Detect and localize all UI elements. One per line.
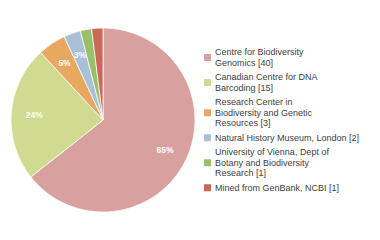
legend-swatch bbox=[204, 79, 211, 86]
pie-labels: 65% 24% 5%3% bbox=[26, 50, 174, 155]
pie-slice bbox=[80, 29, 103, 120]
legend-line: Canadian Centre for DNA bbox=[215, 72, 318, 82]
legend-entry: Natural History Museum, London [2] bbox=[215, 133, 359, 143]
legend-swatch bbox=[204, 134, 211, 141]
chart: 65% 24% 5%3% Centre for BiodiversityGenomic… bbox=[0, 0, 380, 240]
legend-line: University of Vienna, Dept of bbox=[215, 147, 329, 157]
legend-swatch bbox=[204, 184, 211, 191]
legend-entry: Centre for BiodiversityGenomics [40] bbox=[215, 47, 304, 68]
legend-line: Botany and Biodiversity bbox=[215, 158, 310, 168]
legend-line: Natural History Museum, London [2] bbox=[215, 133, 359, 143]
legend-line: Mined from GenBank, NCBI [1] bbox=[215, 183, 339, 193]
legend-entry: Mined from GenBank, NCBI [1] bbox=[215, 183, 339, 193]
legend-line: Genomics [40] bbox=[215, 58, 273, 68]
legend-line: Centre for Biodiversity bbox=[215, 47, 304, 57]
data-label: 24% bbox=[26, 110, 43, 120]
data-label: 5% bbox=[58, 58, 71, 68]
pie-slice bbox=[92, 28, 103, 120]
legend-line: Research [1] bbox=[215, 168, 266, 178]
data-label: 65% bbox=[157, 145, 174, 155]
legend-entry: Research Center inBiodiversity and Genet… bbox=[215, 97, 313, 128]
legend-line: Resources [3] bbox=[215, 118, 271, 128]
legend-swatch bbox=[204, 109, 211, 116]
legend-swatch bbox=[204, 54, 211, 61]
legend-line: Research Center in bbox=[215, 97, 293, 107]
legend-line: Biodiversity and Genetic bbox=[215, 108, 313, 118]
data-label: 3% bbox=[74, 50, 87, 60]
legend-line: Barcoding [15] bbox=[215, 83, 273, 93]
legend-entry: Canadian Centre for DNABarcoding [15] bbox=[215, 72, 318, 93]
legend-swatch bbox=[204, 159, 211, 166]
pie bbox=[11, 28, 195, 212]
legend-entry: University of Vienna, Dept ofBotany and … bbox=[215, 147, 329, 178]
legend: Centre for BiodiversityGenomics [40] Cana… bbox=[204, 47, 359, 193]
